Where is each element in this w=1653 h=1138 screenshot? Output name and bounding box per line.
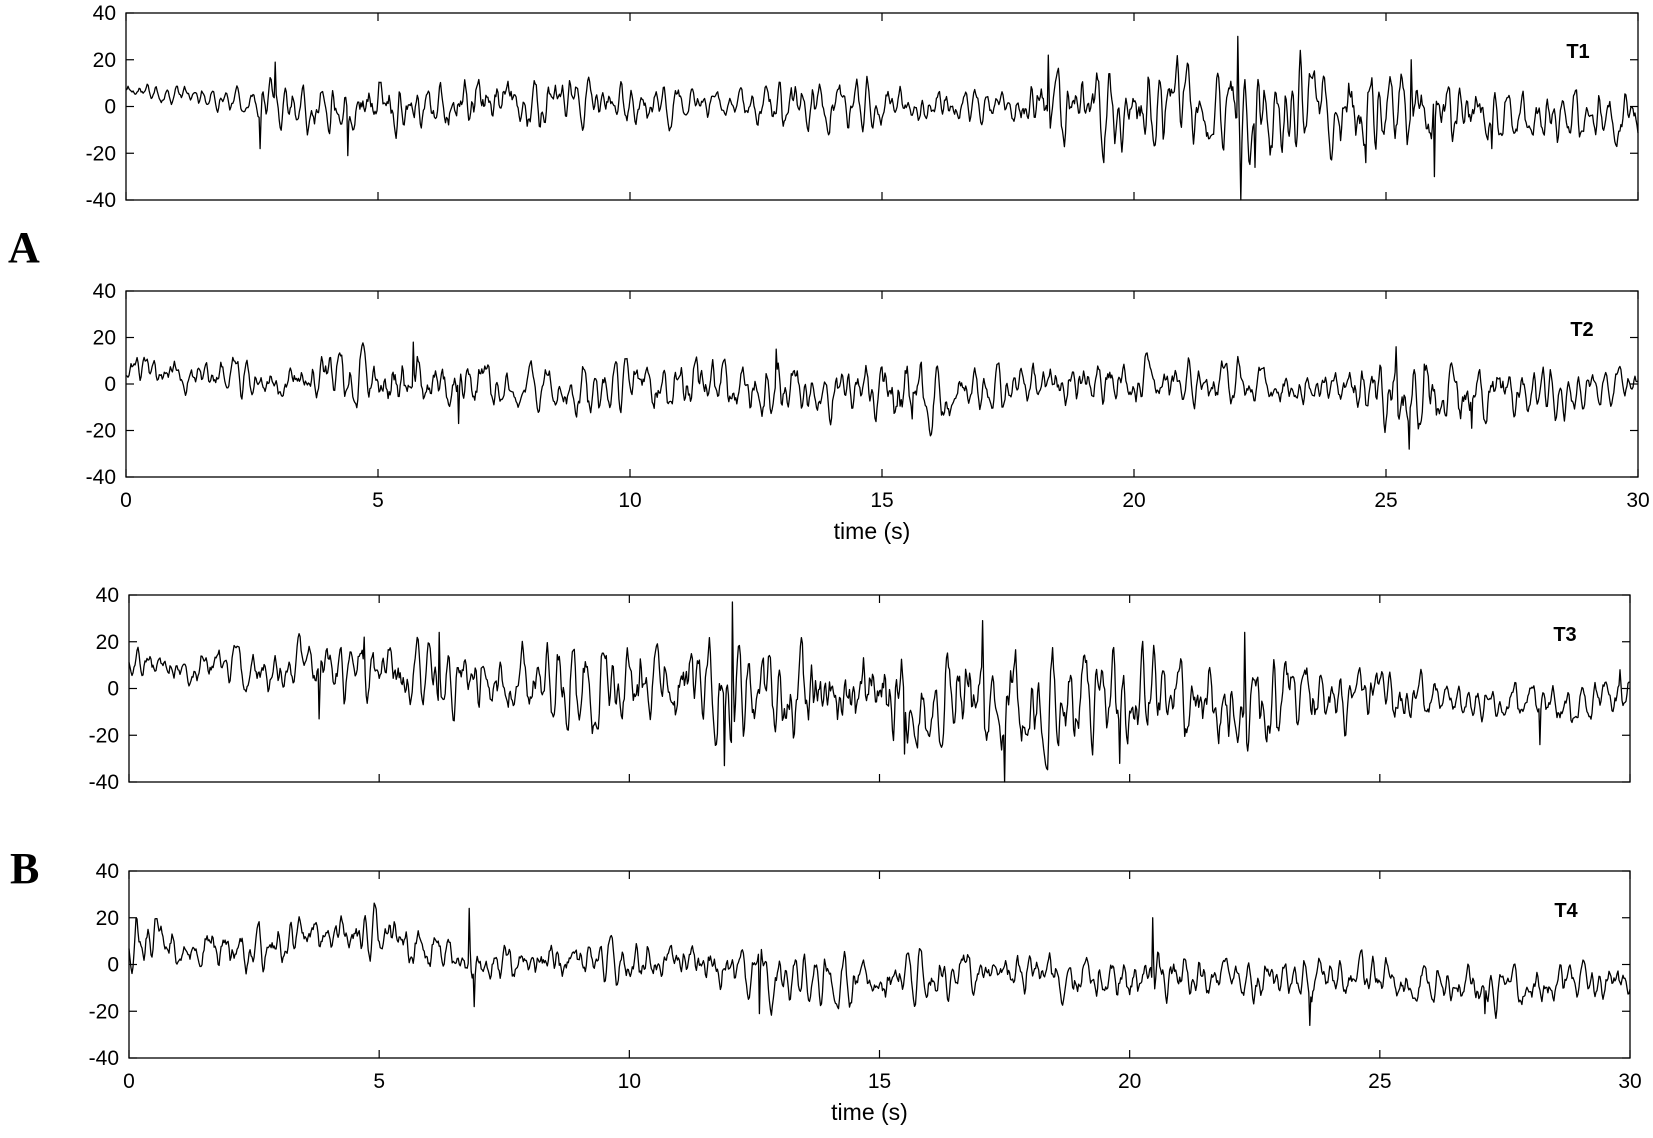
y-tick-label: -20 [86, 420, 116, 443]
y-tick-label: 0 [104, 373, 116, 396]
y-tick-label: 0 [104, 96, 116, 119]
x-axis-title: time (s) [831, 1099, 908, 1125]
plot-frame [125, 290, 1639, 478]
x-axis-title: time (s) [834, 518, 911, 544]
y-tick-label: 40 [96, 584, 119, 607]
y-tick-label: 0 [107, 954, 119, 977]
y-tick-label: 40 [93, 280, 116, 303]
x-tick-label: 30 [1626, 489, 1649, 512]
signal-trace [125, 341, 1639, 450]
x-tick-label: 30 [1618, 1070, 1641, 1093]
y-tick-label: 20 [93, 49, 116, 72]
y-tick-label: 40 [93, 2, 116, 25]
x-tick-label: 25 [1374, 489, 1397, 512]
plot-frame [128, 870, 1631, 1059]
y-tick-label: -20 [89, 724, 119, 747]
chart-t1: 40 20 0 -20 -40 T1 [86, 2, 1639, 212]
panel-letter-b: B [10, 844, 39, 893]
x-tick-label: 0 [123, 1070, 135, 1093]
trace-label: T3 [1553, 624, 1576, 646]
x-tick-label: 20 [1122, 489, 1145, 512]
y-tick-label: 20 [96, 631, 119, 654]
y-tick-label: -20 [89, 1000, 119, 1023]
y-tick-label: -40 [86, 189, 116, 212]
trace-label: T4 [1554, 900, 1578, 922]
trace-label: T1 [1566, 41, 1589, 63]
trace-label: T2 [1570, 319, 1593, 341]
y-tick-label: -20 [86, 142, 116, 165]
y-tick-label: -40 [86, 466, 116, 489]
y-tick-label: 20 [93, 327, 116, 350]
y-tick-label: 20 [96, 907, 119, 930]
x-tick-label: 25 [1368, 1070, 1391, 1093]
x-tick-label: 20 [1118, 1070, 1141, 1093]
plot-frame [125, 12, 1639, 201]
x-tick-label: 5 [373, 1070, 385, 1093]
x-tick-label: 5 [372, 489, 384, 512]
panel-letter-a: A [8, 223, 40, 272]
signal-trace [125, 35, 1639, 201]
signal-trace [128, 902, 1631, 1026]
x-tick-label: 0 [120, 489, 132, 512]
y-tick-label: 0 [107, 678, 119, 701]
y-tick-label: 40 [96, 860, 119, 883]
x-tick-label: 10 [618, 489, 641, 512]
x-tick-label: 15 [870, 489, 893, 512]
y-tick-label: -40 [89, 771, 119, 794]
signal-trace [128, 601, 1631, 783]
plot-frame [128, 594, 1631, 783]
y-tick-label: -40 [89, 1047, 119, 1070]
chart-t3: 40 20 0 -20 -40 T3 [89, 584, 1631, 794]
x-tick-label: 10 [618, 1070, 641, 1093]
x-tick-label: 15 [868, 1070, 891, 1093]
